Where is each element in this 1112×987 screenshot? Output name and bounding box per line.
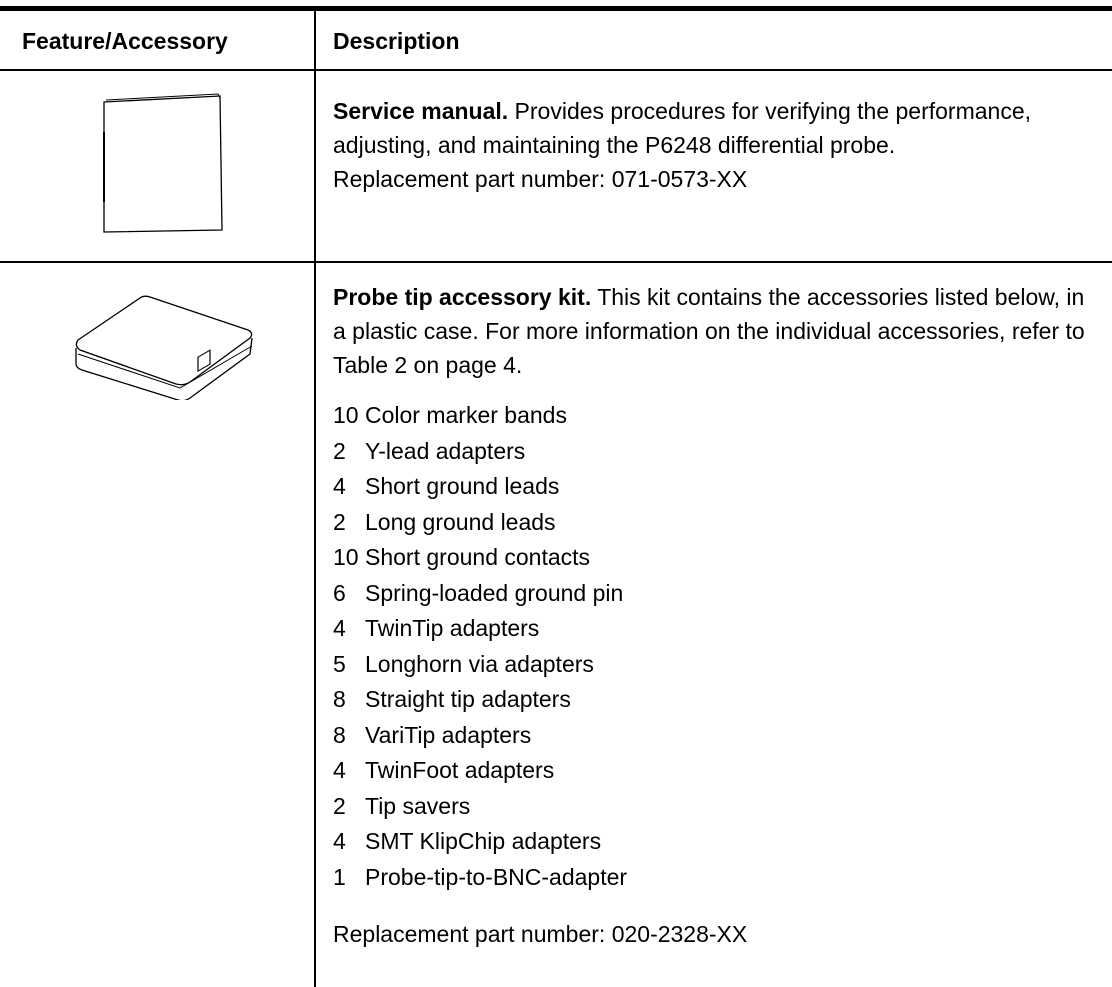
item-name: Y-lead adapters [365, 437, 526, 464]
list-item: 4 TwinTip adapters [333, 611, 1103, 647]
item-quantity: 2 [333, 437, 346, 464]
item-name: SMT KlipChip adapters [365, 828, 602, 854]
item-list: 10 Color marker bands 2 Y-lead adapters 4 Sho… [333, 398, 1103, 895]
item-name: Longhorn via adapters [365, 650, 594, 677]
item-quantity: 4 [333, 615, 346, 641]
item-quantity: 5 [333, 650, 346, 677]
item-quantity: 10 [333, 402, 359, 428]
item-name: VariTip adapters [365, 721, 532, 748]
row-text: Provides procedures for verifying the pe… [333, 98, 1032, 158]
list-item: 10 Color marker bands [333, 398, 1103, 434]
item-quantity: 8 [333, 686, 346, 712]
item-name: Probe-tip-to-BNC-adapter [365, 863, 628, 890]
header-cell: Description [333, 28, 460, 54]
list-item: 1 Probe-tip-to-BNC-adapter [333, 860, 1103, 896]
item-name: Spring-loaded ground pin [365, 579, 624, 606]
list-item: 2 Y-lead adapters [333, 434, 1103, 470]
description-cell: Service manual. Provides procedures for … [333, 94, 1103, 196]
list-item: 8 Straight tip adapters [333, 682, 1103, 718]
item-quantity: 1 [333, 863, 346, 890]
description-cell: Probe tip accessory kit. This kit contai… [333, 280, 1103, 951]
case-icon [75, 295, 253, 400]
list-item: 6 Spring-loaded ground pin [333, 576, 1103, 612]
list-item: 4 TwinFoot adapters [333, 753, 1103, 789]
manual-icon [103, 93, 223, 233]
list-item: 5 Longhorn via adapters [333, 647, 1103, 683]
part-number: Replacement part number: 020-2328-XX [333, 921, 748, 947]
row-text: This kit contains the accessories listed… [333, 284, 1085, 378]
list-item: 8 VariTip adapters [333, 718, 1103, 754]
row-title: Probe tip accessory kit. [333, 284, 592, 310]
header-rule [0, 69, 1112, 71]
item-quantity: 4 [333, 757, 346, 783]
item-name: Color marker bands [365, 402, 567, 428]
item-name: Short ground contacts [365, 544, 591, 570]
item-quantity: 2 [333, 792, 346, 819]
item-quantity: 2 [333, 508, 346, 535]
list-item: 4 Short ground leads [333, 469, 1103, 505]
list-item: 4 SMT KlipChip adapters [333, 824, 1103, 860]
item-name: TwinTip adapters [365, 615, 540, 641]
list-item: 2 Tip savers [333, 789, 1103, 825]
item-name: Tip savers [365, 792, 471, 819]
header-cell: Feature/Accessory [22, 28, 228, 54]
list-item: 2 Long ground leads [333, 505, 1103, 541]
item-quantity: 8 [333, 721, 346, 748]
column-rule [314, 6, 316, 987]
row-title: Service manual. [333, 98, 509, 124]
item-quantity: 4 [333, 473, 346, 499]
top-rule [0, 6, 1112, 11]
row-rule [0, 261, 1112, 263]
item-name: TwinFoot adapters [365, 757, 555, 783]
part-number: Replacement part number: 071-0573-XX [333, 166, 748, 192]
list-item: 10 Short ground contacts [333, 540, 1103, 576]
item-quantity: 4 [333, 828, 346, 854]
item-name: Short ground leads [365, 473, 560, 499]
item-name: Straight tip adapters [365, 686, 571, 712]
item-quantity: 10 [333, 544, 359, 570]
item-name: Long ground leads [365, 508, 556, 535]
item-quantity: 6 [333, 579, 346, 606]
